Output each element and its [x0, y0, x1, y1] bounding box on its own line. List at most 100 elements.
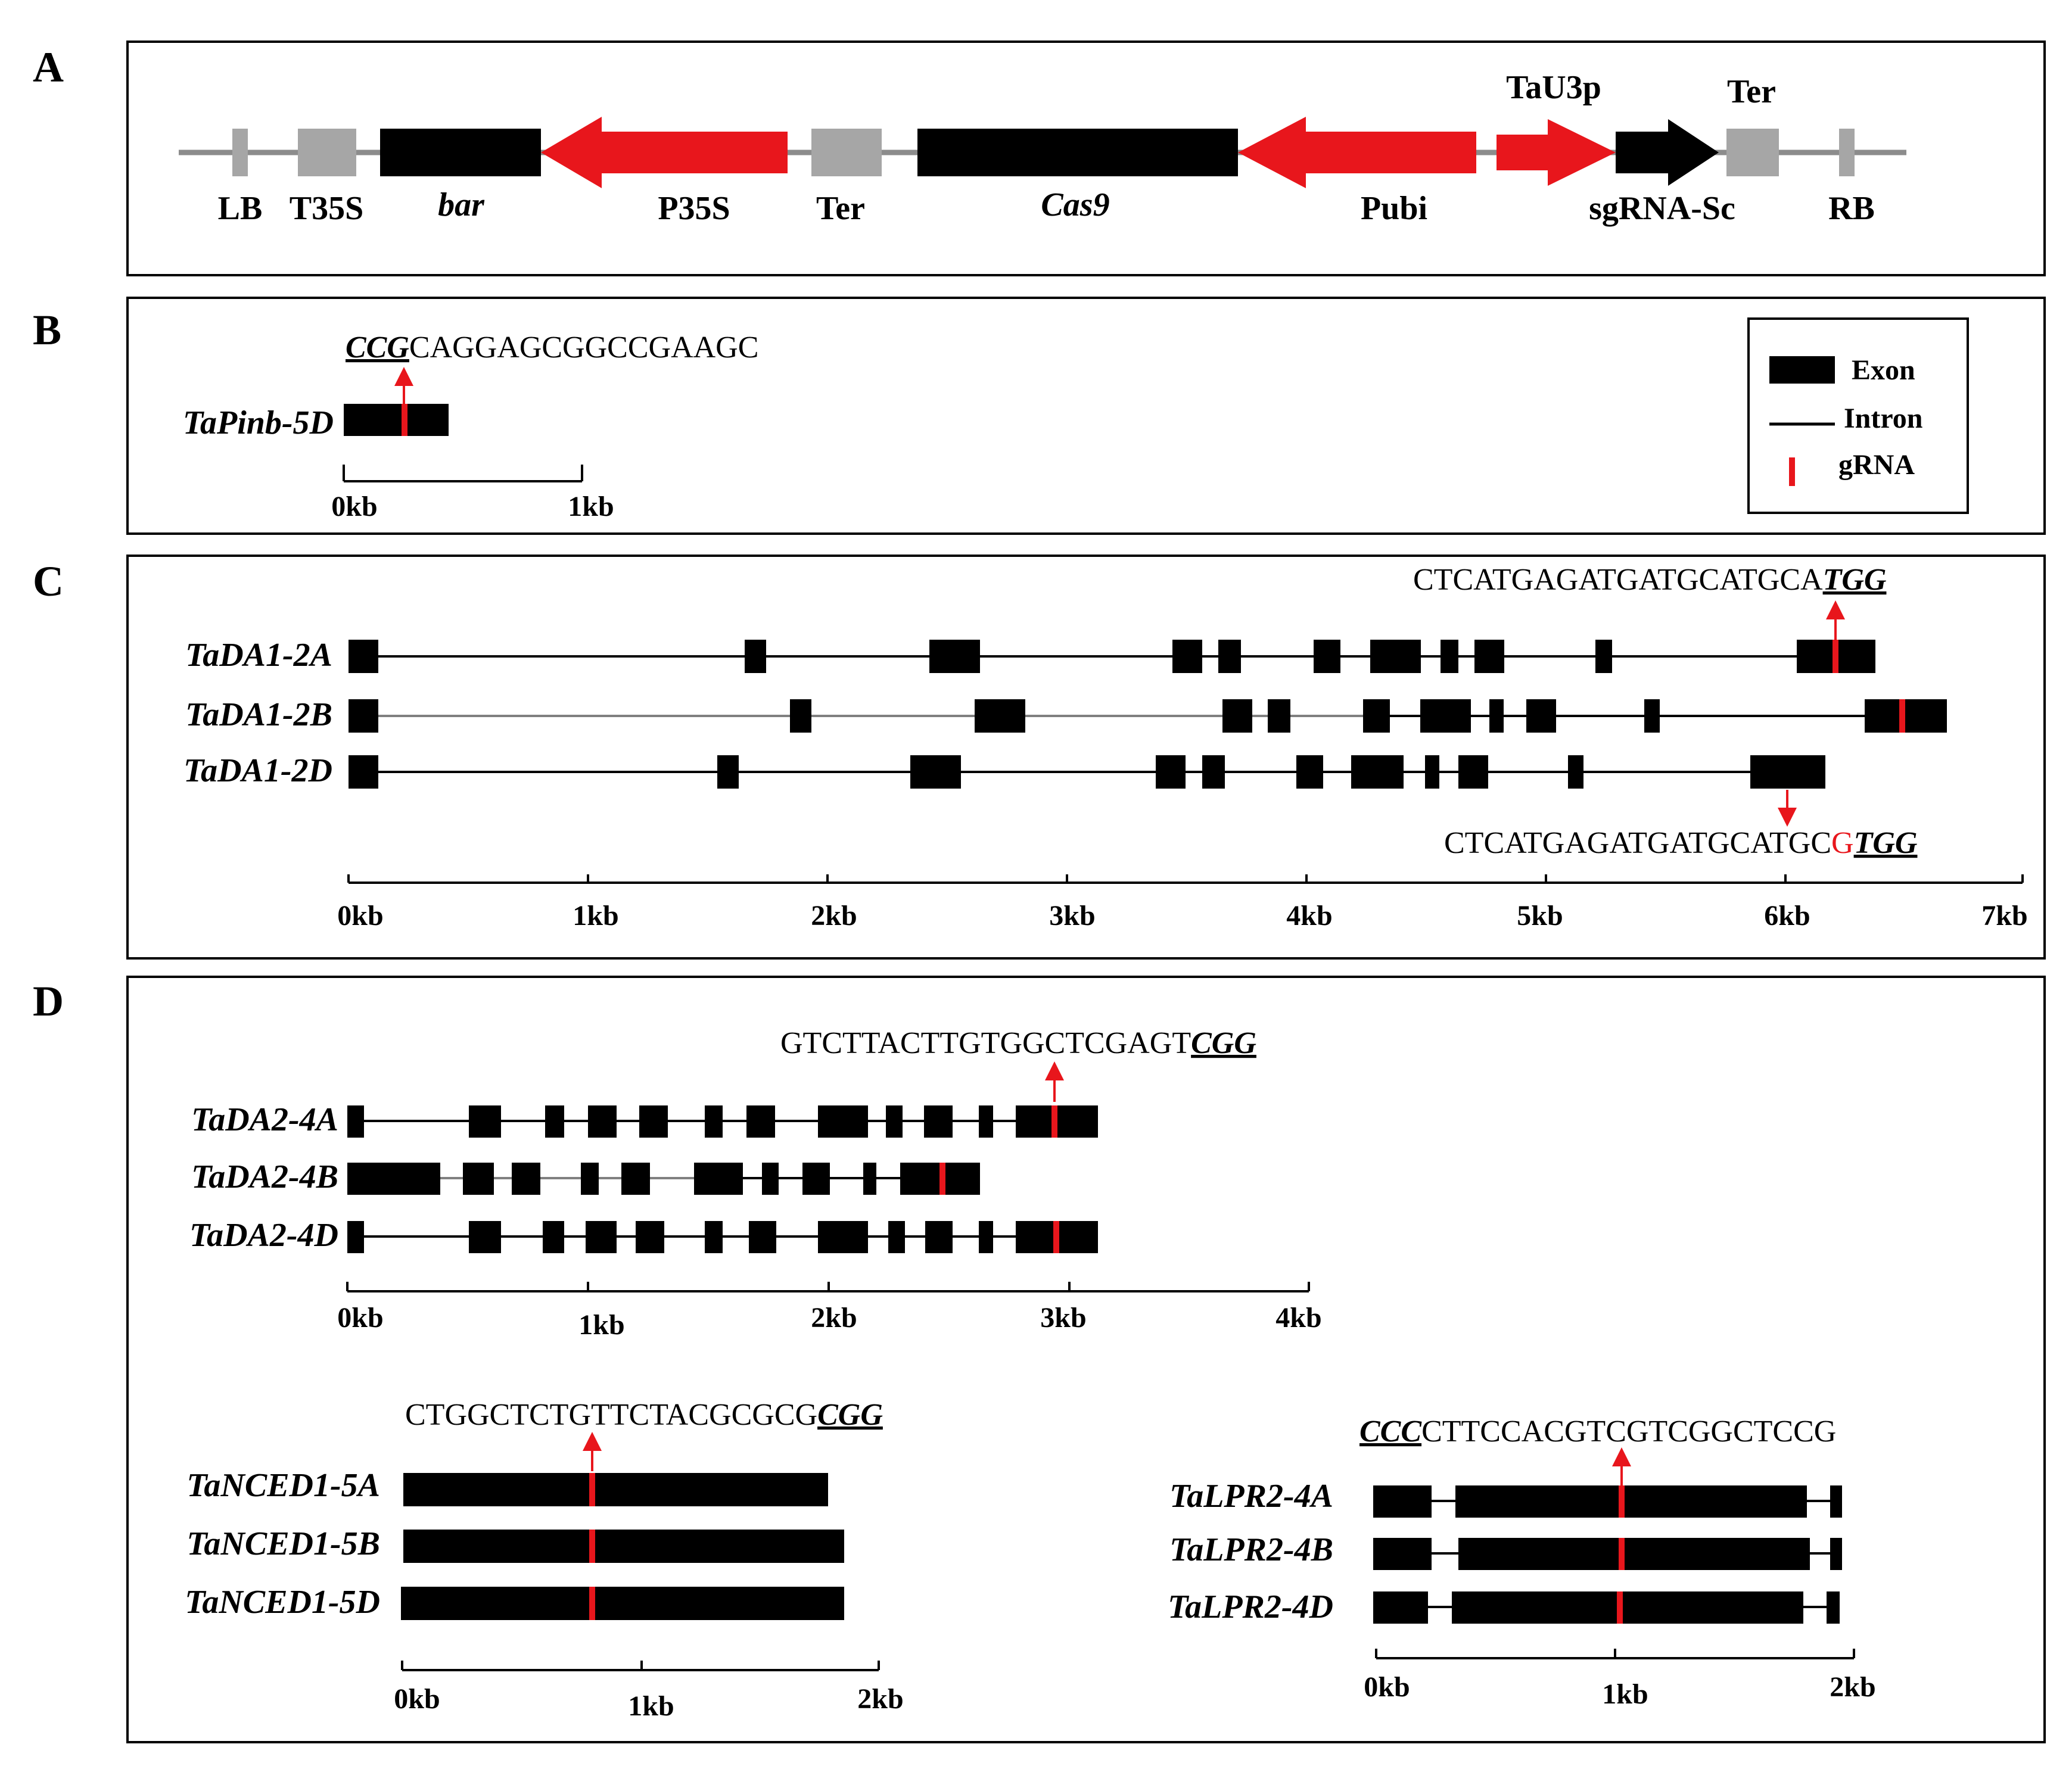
- grna-site: [939, 1163, 945, 1195]
- exon: [349, 755, 378, 789]
- exon: [636, 1221, 664, 1253]
- exon: [818, 1221, 868, 1253]
- scale-c-label: 5kb: [1517, 900, 1563, 932]
- exon: [469, 1221, 501, 1253]
- scale-lpr-label: 0kb: [1364, 1671, 1410, 1703]
- exon: [1373, 1591, 1428, 1624]
- exon: [1474, 640, 1504, 673]
- gene-label-tapinb: TaPinb-5D: [183, 404, 334, 441]
- label-bar: bar: [438, 186, 485, 223]
- exon: [1830, 1538, 1842, 1570]
- exon: [349, 699, 378, 733]
- tanced1-sequence: CTGGCTCTGTTCTACGCGCGCGG: [405, 1398, 883, 1432]
- exon: [1489, 699, 1504, 733]
- exon: [746, 1105, 775, 1138]
- gene-label-tanced1-5d: TaNCED1-5D: [185, 1584, 380, 1621]
- tanced1-5b-grna-site: [589, 1530, 595, 1563]
- label-pubi: Pubi: [1361, 190, 1427, 227]
- exon: [1420, 699, 1471, 733]
- exon: [790, 699, 811, 733]
- panel-a-frame: [126, 41, 2046, 276]
- exon: [818, 1105, 868, 1138]
- pubi-promoter-arrow: [1238, 117, 1476, 188]
- exon: [1268, 699, 1290, 733]
- scale-c-label: 4kb: [1286, 900, 1332, 932]
- grna-site: [1053, 1221, 1059, 1253]
- ter-terminator-1: [811, 129, 882, 176]
- gene-label-talpr2-4d: TaLPR2-4D: [1168, 1589, 1333, 1625]
- grna-site: [1051, 1105, 1057, 1138]
- exon: [347, 1221, 364, 1253]
- tada1-pam-top: TGG: [1823, 563, 1887, 597]
- exon: [717, 755, 739, 789]
- tada2-sequence: GTCTTACTTGTGGCTCGAGTCGG: [780, 1026, 1256, 1060]
- exon: [1458, 755, 1488, 789]
- scale-lpr-label: 1kb: [1602, 1678, 1648, 1710]
- gene-label-talpr2-4b: TaLPR2-4B: [1169, 1531, 1333, 1568]
- exon: [581, 1163, 599, 1195]
- panel-c-frame: [126, 555, 2046, 960]
- panel-b-letter: B: [33, 306, 61, 354]
- p35s-promoter-arrow: [541, 117, 788, 188]
- cas9-gene: [917, 129, 1238, 176]
- exon: [863, 1163, 876, 1195]
- talpr2-sequence: CCCCTTCCACGTCGTCGGCTCCG: [1359, 1415, 1836, 1449]
- gene-label-tada2-4b: TaDA2-4B: [191, 1158, 338, 1195]
- exon: [588, 1105, 617, 1138]
- ter-terminator-2: [1726, 129, 1779, 176]
- exon: [1222, 699, 1252, 733]
- exon: [975, 699, 1025, 733]
- exon: [1218, 640, 1241, 673]
- exon: [910, 755, 961, 789]
- exon: [802, 1163, 830, 1195]
- exon: [621, 1163, 650, 1195]
- panel-c-letter: C: [33, 557, 64, 605]
- gene-label-tada1-2a: TaDA1-2A: [185, 637, 332, 674]
- panel-a-letter: A: [33, 43, 64, 91]
- legend-intron-label: Intron: [1844, 403, 1923, 434]
- scale-da2-label: 4kb: [1275, 1302, 1321, 1334]
- exon: [762, 1163, 779, 1195]
- label-tau3p: TaU3p: [1506, 69, 1601, 106]
- exon: [1156, 755, 1186, 789]
- exon: [512, 1163, 540, 1195]
- tada1-pam-bottom: TGG: [1854, 826, 1918, 860]
- tanced1-5a-grna-site: [589, 1473, 595, 1506]
- exon: [1373, 1538, 1432, 1570]
- exon: [1314, 640, 1340, 673]
- tanced1-5a-exon: [403, 1473, 828, 1506]
- label-ter-2: Ter: [1727, 73, 1776, 110]
- talpr2-pam: CCC: [1359, 1415, 1422, 1449]
- tada2-pam: CGG: [1191, 1026, 1256, 1060]
- legend-grna-swatch: [1789, 457, 1795, 486]
- grna-site: [1899, 699, 1905, 733]
- exon: [349, 640, 378, 673]
- label-cas9: Cas9: [1041, 186, 1109, 223]
- label-p35s: P35S: [658, 190, 730, 227]
- exon: [1458, 1538, 1810, 1570]
- scale-c-label: 2kb: [811, 900, 857, 932]
- gene-model-tada1-2b: [349, 699, 1947, 733]
- exon: [1296, 755, 1323, 789]
- gene-model-talpr2-4a: [1373, 1485, 1842, 1518]
- tau3p-promoter-arrow: [1497, 119, 1616, 186]
- exon: [1526, 699, 1556, 733]
- scale-b-label-0: 0kb: [331, 491, 377, 522]
- exon: [925, 1221, 953, 1253]
- legend-grna-label: gRNA: [1838, 449, 1915, 481]
- tanced1-5d-grna-site: [589, 1587, 595, 1620]
- scale-da2-label: 0kb: [337, 1302, 383, 1334]
- gene-label-tada2-4a: TaDA2-4A: [191, 1101, 338, 1138]
- exon: [347, 1163, 440, 1195]
- label-rb: RB: [1828, 190, 1875, 227]
- tapinb-grna-site: [402, 404, 407, 436]
- scale-da2-label: 3kb: [1040, 1302, 1086, 1334]
- tada1-sequence-top: CTCATGAGATGATGCATGCATGG: [1413, 563, 1886, 597]
- label-t35s: T35S: [290, 190, 364, 227]
- exon: [543, 1221, 564, 1253]
- gene-model-tada2-4d: [347, 1221, 1098, 1253]
- gene-model-tada2-4b: [347, 1163, 980, 1195]
- exon: [979, 1105, 993, 1138]
- panel-b-frame: [126, 297, 2046, 535]
